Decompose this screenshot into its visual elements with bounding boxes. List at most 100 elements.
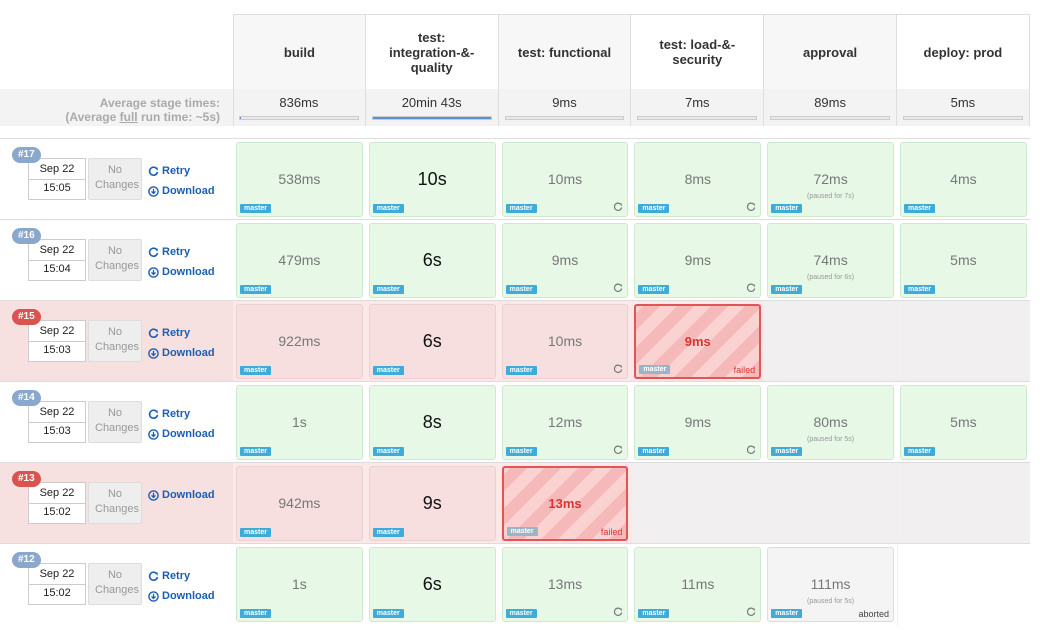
stage-cell[interactable]: 5ms master — [900, 385, 1027, 460]
stage-cell[interactable]: 8s master — [368, 385, 496, 460]
duration: 942ms — [278, 495, 321, 511]
stage-cell[interactable]: 80ms (paused for 5s) master — [767, 385, 894, 460]
retry-link[interactable]: Retry — [148, 327, 190, 339]
stage-cell[interactable]: 11ms master — [634, 547, 762, 622]
average-title: Average stage times: — [99, 96, 220, 110]
duration: 5ms — [950, 414, 977, 430]
empty-cell — [897, 544, 1030, 625]
stage-cell[interactable]: 8ms master — [634, 142, 762, 217]
date: Sep 22 — [29, 244, 85, 261]
stage-cell[interactable]: 479ms master — [236, 223, 363, 298]
duration: 922ms — [278, 333, 321, 349]
duration: 74ms — [813, 252, 848, 268]
status: aborted — [858, 609, 889, 619]
branch-tag: master — [372, 285, 404, 294]
duration: 6s — [422, 331, 442, 351]
duration: 1s — [292, 576, 307, 592]
branch-tag: master — [638, 609, 670, 618]
pause-note: (paused for 6s) — [807, 274, 855, 281]
stage-cell[interactable]: 1s master — [236, 385, 363, 460]
branch-tag: master — [505, 447, 537, 456]
stage-cell[interactable]: 4ms master — [900, 142, 1027, 217]
run-badge: #16 — [12, 228, 41, 244]
stage-cell[interactable]: 72ms (paused for 7s) master — [767, 142, 894, 217]
duration: 111ms — [810, 576, 851, 592]
stage-cell[interactable]: 12ms master — [501, 385, 629, 460]
stage-cell[interactable]: 13ms master failed — [501, 466, 629, 541]
action-label: Retry — [162, 327, 191, 339]
stage-cell[interactable]: 74ms (paused for 6s) master — [767, 223, 894, 298]
stage-name: test: integration-&-quality — [389, 29, 475, 75]
stage-cell[interactable]: 9ms master failed — [634, 304, 762, 379]
download-link[interactable]: Download — [148, 489, 215, 501]
run-row: #14 Sep 22 15:03 No Changes Retry Download 1s m… — [0, 381, 1030, 462]
average-time: 9ms — [552, 95, 577, 110]
stage-cell[interactable]: 6s master — [368, 223, 496, 298]
stage-header: build — [233, 14, 366, 89]
empty-cell — [764, 463, 897, 544]
branch-tag: master — [372, 447, 404, 456]
run-date: Sep 22 15:03 — [28, 401, 86, 443]
stage-cell[interactable]: 13ms master — [501, 547, 629, 622]
branch-tag: master — [771, 204, 803, 213]
stage-cell[interactable]: 922ms master — [236, 304, 363, 379]
download-link[interactable]: Download — [148, 266, 215, 278]
stage-cell[interactable]: 10s master — [368, 142, 496, 217]
duration: 5ms — [950, 252, 977, 268]
status: failed — [733, 365, 756, 375]
retry-link[interactable]: Retry — [148, 165, 190, 177]
stage-cell[interactable]: 5ms master — [900, 223, 1027, 298]
duration: 13ms — [548, 496, 582, 511]
duration: 538ms — [278, 171, 321, 187]
retry-link[interactable]: Retry — [148, 570, 190, 582]
pause-note: (paused for 5s) — [807, 436, 855, 443]
duration: 8s — [422, 412, 442, 432]
stage-cell[interactable]: 9ms master — [501, 223, 629, 298]
branch-tag: master — [638, 447, 670, 456]
download-link[interactable]: Download — [148, 428, 215, 440]
text: (Average — [65, 110, 120, 124]
branch-tag: master — [240, 609, 271, 618]
run-row: #12 Sep 22 15:02 No Changes Retry Download 1s m… — [0, 543, 1030, 625]
branch-tag: master — [372, 366, 404, 375]
duration: 9ms — [684, 252, 712, 268]
stage-cell[interactable]: 9ms master — [634, 385, 762, 460]
date: Sep 22 — [29, 406, 85, 423]
branch-tag: master — [240, 204, 271, 213]
branch-tag: master — [505, 285, 537, 294]
branch-tag: master — [771, 285, 803, 294]
stage-cell[interactable]: 9ms master — [634, 223, 762, 298]
empty-cell — [897, 301, 1030, 382]
action-label: Download — [162, 185, 215, 197]
stage-cell[interactable]: 6s master — [368, 304, 496, 379]
duration: 13ms — [547, 576, 583, 592]
run-badge: #15 — [12, 309, 41, 325]
date: Sep 22 — [29, 568, 85, 585]
stage-cell[interactable]: 10ms master — [501, 304, 629, 379]
stage-cell[interactable]: 9s master — [368, 466, 496, 541]
changes: No Changes — [88, 401, 142, 443]
duration: 9ms — [684, 414, 712, 430]
download-link[interactable]: Download — [148, 347, 215, 359]
stage-cell[interactable]: 538ms master — [236, 142, 363, 217]
time: 15:02 — [43, 587, 71, 599]
duration: 80ms — [813, 414, 848, 430]
download-link[interactable]: Download — [148, 185, 215, 197]
stage-cell[interactable]: 1s master — [236, 547, 363, 622]
average-bar — [239, 116, 359, 120]
average-time: 5ms — [950, 95, 976, 110]
stage-average: 20min 43s — [366, 89, 499, 126]
stage-cell[interactable]: 942ms master — [236, 466, 363, 541]
average-bar — [504, 116, 625, 120]
retry-link[interactable]: Retry — [148, 408, 190, 420]
download-link[interactable]: Download — [148, 590, 215, 602]
branch-tag: master — [904, 285, 935, 294]
action-label: Download — [162, 489, 215, 501]
stage-cell[interactable]: 10ms master — [501, 142, 629, 217]
retry-link[interactable]: Retry — [148, 246, 190, 258]
stage-cell[interactable]: 6s master — [368, 547, 496, 622]
stage-cell[interactable]: 111ms (paused for 5s) master aborted — [767, 547, 894, 622]
average-bar — [903, 116, 1023, 120]
branch-tag: master — [240, 285, 271, 294]
